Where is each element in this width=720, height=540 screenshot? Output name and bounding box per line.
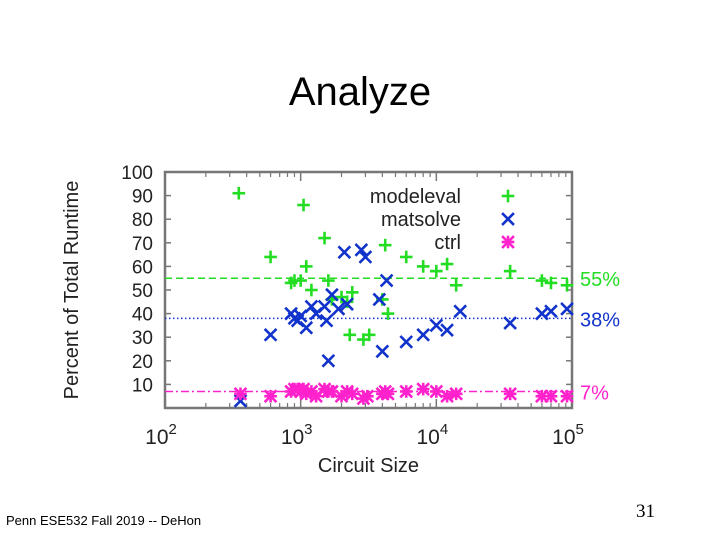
point-ctrl — [449, 387, 463, 401]
point-ctrl — [325, 384, 339, 399]
y-tick-label: 40 — [132, 305, 153, 326]
y-tick-label: 100 — [121, 163, 153, 184]
point-matsolve — [440, 323, 454, 337]
point-modeleval — [378, 238, 392, 252]
point-matsolve — [503, 316, 517, 330]
point-ctrl — [399, 384, 414, 399]
mean-label-modeleval: 55% — [580, 269, 620, 291]
point-matsolve — [299, 320, 314, 335]
point-matsolve — [319, 313, 334, 328]
point-ctrl — [560, 389, 574, 404]
mean-label-matsolve: 38% — [580, 309, 620, 331]
point-matsolve — [293, 309, 308, 323]
x-tick-label: 105 — [552, 421, 584, 449]
point-ctrl — [381, 387, 395, 401]
point-modeleval — [232, 186, 246, 200]
point-ctrl — [429, 384, 444, 399]
point-modeleval — [399, 250, 413, 264]
point-modeleval — [299, 260, 313, 273]
point-modeleval — [544, 276, 558, 290]
point-matsolve — [416, 328, 431, 342]
point-modeleval — [297, 198, 310, 212]
point-ctrl — [416, 382, 431, 396]
legend-marker-modeleval — [501, 189, 515, 203]
point-ctrl — [503, 387, 517, 401]
legend-label-ctrl: ctrl — [434, 232, 461, 254]
point-modeleval — [305, 283, 318, 297]
y-axis-label: Percent of Total Runtime — [61, 181, 83, 400]
point-matsolve — [379, 273, 394, 288]
point-matsolve — [358, 250, 373, 264]
y-tick-label: 30 — [132, 328, 153, 349]
point-modeleval — [440, 257, 454, 271]
point-modeleval — [264, 250, 277, 264]
x-axis-label: Circuit Size — [318, 455, 419, 477]
slide-title: Analyze — [288, 70, 432, 114]
point-matsolve — [354, 243, 369, 257]
mean-label-ctrl: 7% — [580, 382, 609, 404]
legend-marker-matsolve — [501, 212, 515, 226]
point-ctrl — [345, 387, 360, 401]
x-tick-label: 104 — [416, 421, 448, 449]
y-tick-label: 10 — [132, 375, 153, 396]
point-matsolve — [304, 299, 319, 314]
point-modeleval — [318, 231, 331, 245]
point-matsolve — [544, 304, 558, 319]
y-tick-label: 90 — [132, 187, 153, 208]
point-ctrl — [544, 389, 558, 404]
point-matsolve — [321, 353, 336, 368]
point-modeleval — [449, 278, 463, 292]
x-tick-label: 102 — [145, 421, 177, 449]
point-matsolve — [429, 318, 444, 333]
legend-marker-ctrl — [501, 235, 515, 249]
slide-footer: Penn ESE532 Fall 2019 -- DeHon — [6, 513, 202, 528]
point-matsolve — [453, 304, 468, 319]
y-tick-label: 60 — [132, 257, 153, 278]
point-modeleval — [503, 264, 517, 278]
x-tick-label: 103 — [281, 421, 313, 449]
point-matsolve — [372, 292, 387, 307]
plot-frame-layer — [163, 170, 574, 410]
y-tick-label: 80 — [132, 210, 153, 231]
point-modeleval — [322, 274, 335, 287]
y-tick-label: 70 — [132, 234, 153, 255]
point-modeleval — [430, 264, 443, 278]
point-modeleval — [560, 278, 574, 292]
legend-label-matsolve: matsolve — [381, 209, 461, 231]
legend-label-modeleval: modeleval — [370, 186, 461, 208]
point-modeleval — [362, 328, 376, 342]
plot-frame — [163, 170, 574, 410]
point-matsolve — [317, 299, 332, 314]
point-modeleval — [343, 328, 357, 342]
point-matsolve — [337, 245, 352, 260]
point-ctrl — [263, 389, 278, 404]
data-points-layer — [232, 186, 574, 408]
point-ctrl — [233, 387, 248, 401]
point-matsolve — [325, 287, 339, 302]
point-modeleval — [345, 286, 359, 299]
point-modeleval — [381, 307, 395, 320]
point-matsolve — [263, 328, 278, 342]
point-matsolve — [331, 302, 346, 316]
y-tick-label: 20 — [132, 352, 153, 373]
point-modeleval — [294, 274, 307, 287]
y-tick-label: 50 — [132, 281, 153, 302]
point-matsolve — [399, 335, 414, 349]
point-ctrl — [360, 389, 375, 404]
point-modeleval — [535, 274, 549, 287]
point-modeleval — [357, 333, 370, 346]
point-modeleval — [335, 290, 348, 304]
point-matsolve — [375, 344, 390, 359]
point-modeleval — [416, 260, 430, 273]
point-matsolve — [560, 302, 574, 316]
point-matsolve — [340, 297, 354, 311]
page-number: 31 — [636, 501, 655, 522]
